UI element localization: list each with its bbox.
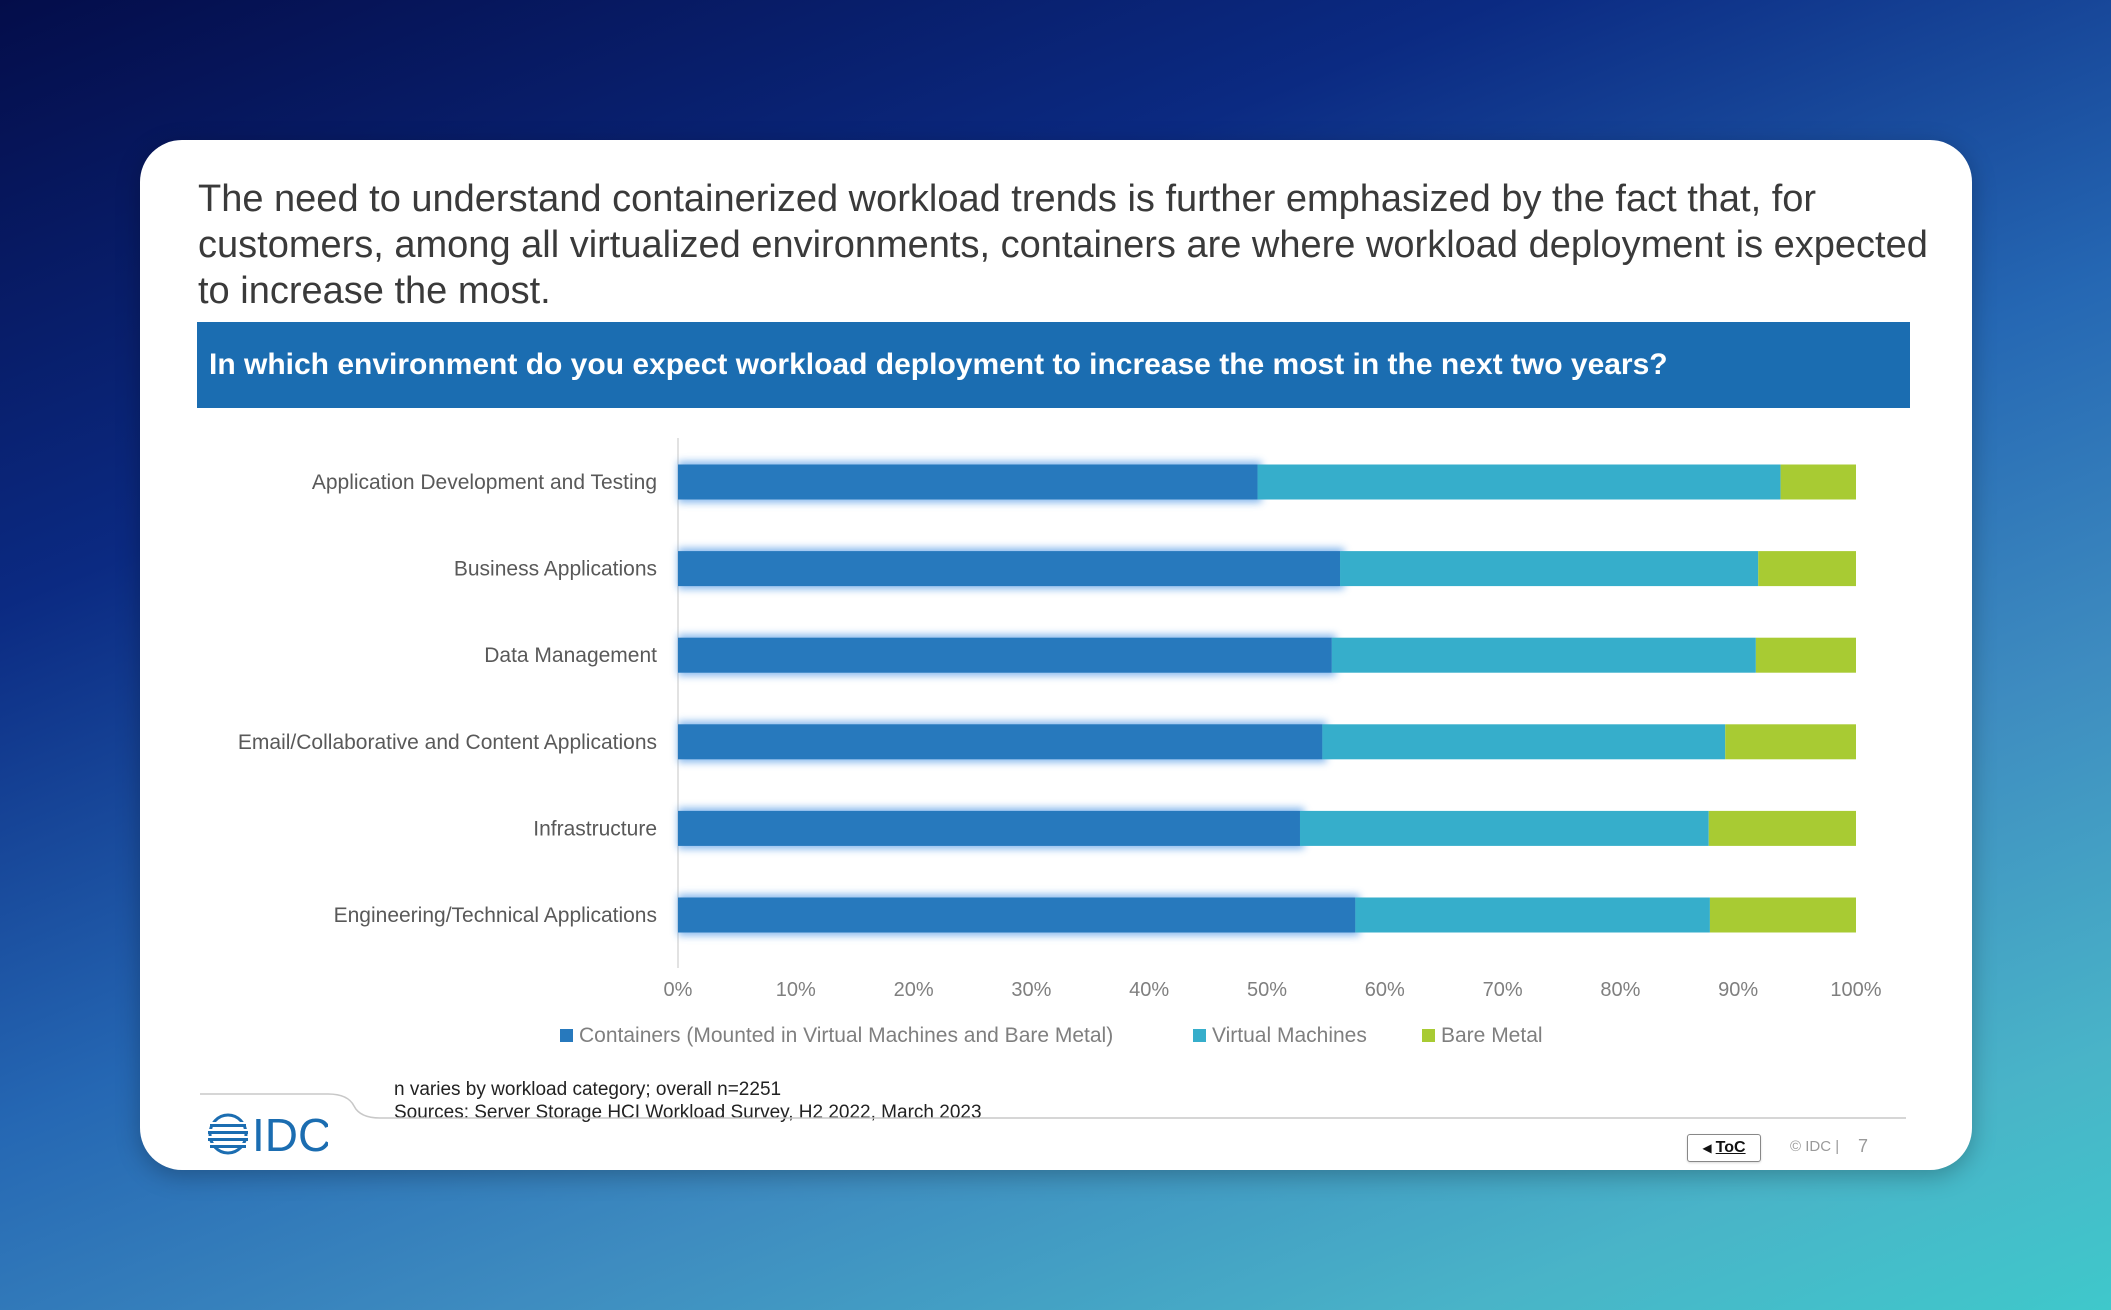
legend-label: Virtual Machines xyxy=(1212,1024,1367,1047)
category-label: Engineering/Technical Applications xyxy=(334,904,657,927)
footer-rule xyxy=(200,1093,1906,1119)
category-labels: Application Development and Testing Busin… xyxy=(238,471,657,927)
category-label: Data Management xyxy=(484,644,657,667)
idc-logo: IDC xyxy=(208,1110,328,1160)
bar-segment xyxy=(1758,551,1856,587)
question-title: In which environment do you expect workl… xyxy=(209,348,1668,381)
category-label: Infrastructure xyxy=(533,817,657,840)
bar-segment xyxy=(1355,897,1710,933)
category-label: Application Development and Testing xyxy=(312,471,657,494)
x-tick-label: 60% xyxy=(1365,979,1405,1001)
intro-text: The need to understand containerized wor… xyxy=(198,178,1928,312)
bar-segment xyxy=(1322,724,1726,760)
toc-label: ToC xyxy=(1715,1139,1746,1156)
bar-segment xyxy=(1299,810,1709,846)
x-tick-label: 80% xyxy=(1600,979,1640,1001)
toc-button[interactable]: ◀ ToC xyxy=(1687,1134,1761,1162)
bar-segment xyxy=(678,551,1341,587)
bar-segment xyxy=(678,724,1323,760)
x-tick-label: 0% xyxy=(664,979,693,1001)
legend-swatch xyxy=(1422,1029,1435,1042)
stacked-bar-chart: Application Development and Testing Busin… xyxy=(238,438,1882,1047)
bar-segment xyxy=(1709,897,1856,933)
x-tick-label: 30% xyxy=(1011,979,1051,1001)
x-tick-label: 10% xyxy=(776,979,816,1001)
legend: Containers (Mounted in Virtual Machines … xyxy=(560,1024,1543,1047)
legend-label: Containers (Mounted in Virtual Machines … xyxy=(579,1024,1113,1047)
back-arrow-icon: ◀ xyxy=(1702,1141,1712,1155)
slide-card: The need to understand containerized wor… xyxy=(140,140,1972,1170)
page-number: 7 xyxy=(1858,1136,1869,1156)
bar-segment xyxy=(1331,637,1756,673)
x-tick-label: 20% xyxy=(894,979,934,1001)
bar-segment xyxy=(678,464,1258,500)
footnote-sample-size: n varies by workload category; overall n… xyxy=(394,1079,782,1100)
x-tick-label: 90% xyxy=(1718,979,1758,1001)
bar-segment xyxy=(1725,724,1856,760)
svg-text:IDC: IDC xyxy=(252,1110,328,1160)
question-banner: In which environment do you expect workl… xyxy=(197,322,1910,408)
bar-segment xyxy=(1755,637,1856,673)
bar-segment xyxy=(1780,464,1856,500)
x-tick-label: 70% xyxy=(1483,979,1523,1001)
x-tick-label: 100% xyxy=(1830,979,1881,1001)
bar-segment xyxy=(678,897,1356,933)
bar-segment xyxy=(1257,464,1781,500)
x-tick-label: 40% xyxy=(1129,979,1169,1001)
x-tick-label: 50% xyxy=(1247,979,1287,1001)
bar-segments xyxy=(678,461,1856,936)
copyright: © IDC | xyxy=(1790,1138,1840,1155)
legend-label: Bare Metal xyxy=(1441,1024,1543,1047)
bar-segment xyxy=(678,810,1300,846)
bar-segment xyxy=(678,637,1332,673)
category-label: Email/Collaborative and Content Applicat… xyxy=(238,731,657,754)
legend-swatch xyxy=(1193,1029,1206,1042)
bar-segment xyxy=(1340,551,1759,587)
x-tick-labels: 0% 10% 20% 30% 40% 50% 60% 70% 80% 90% 100% xyxy=(664,979,1882,1001)
legend-swatch xyxy=(560,1029,573,1042)
category-label: Business Applications xyxy=(454,558,657,581)
bar-segment xyxy=(1708,810,1856,846)
